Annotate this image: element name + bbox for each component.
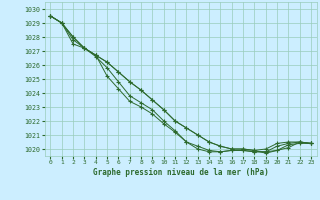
X-axis label: Graphe pression niveau de la mer (hPa): Graphe pression niveau de la mer (hPa) (93, 168, 269, 177)
